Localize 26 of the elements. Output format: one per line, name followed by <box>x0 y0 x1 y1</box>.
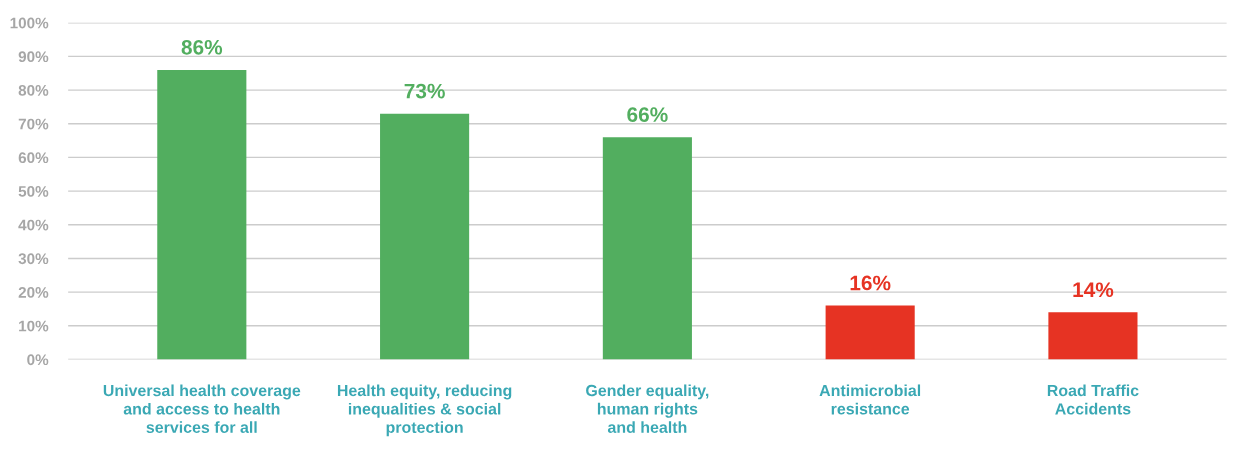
y-tick-label: 0% <box>27 354 49 366</box>
y-tick-label: 80% <box>18 84 49 96</box>
data-label: 73% <box>404 83 445 99</box>
y-tick-label: 40% <box>18 219 49 231</box>
y-tick-label: 20% <box>18 286 49 298</box>
bar <box>1048 312 1138 360</box>
x-tick-label: Antimicrobial resistance <box>819 384 921 415</box>
x-tick-label: Universal health coverage and access to health services for all <box>103 384 301 433</box>
data-label: 14% <box>1073 282 1114 298</box>
data-label: 86% <box>181 39 223 55</box>
bar <box>157 69 247 360</box>
bar <box>825 305 915 360</box>
bar <box>380 113 470 360</box>
x-tick-label: Gender equality, human rights and health <box>586 384 709 433</box>
y-tick-label: 30% <box>18 253 49 265</box>
data-label: 16% <box>850 275 891 291</box>
data-label: 66% <box>627 107 668 122</box>
y-tick-label: 70% <box>18 118 49 130</box>
y-tick-label: 60% <box>18 152 49 164</box>
bar <box>602 137 692 360</box>
y-tick-label: 90% <box>18 51 49 63</box>
x-tick-label: Road Traffic Accidents <box>1047 384 1139 415</box>
y-tick-label: 100% <box>10 17 49 29</box>
y-tick-label: 50% <box>18 185 49 197</box>
y-tick-label: 10% <box>19 320 49 332</box>
x-tick-label: Health equity, reducing inequalities & social protection <box>337 384 512 437</box>
